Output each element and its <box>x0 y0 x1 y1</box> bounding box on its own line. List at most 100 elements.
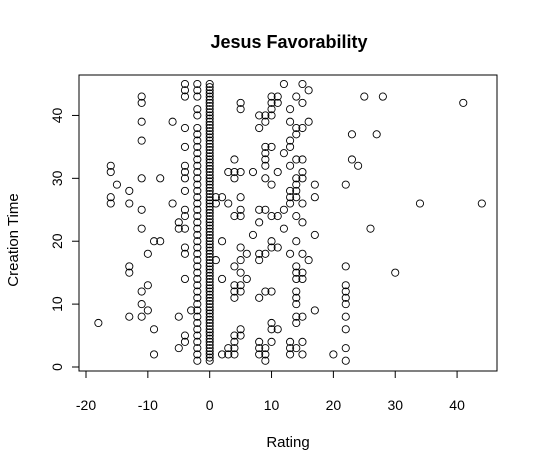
data-point <box>267 98 276 107</box>
data-point <box>205 227 214 236</box>
data-point <box>205 149 214 158</box>
data-point <box>205 101 214 111</box>
data-point <box>205 350 214 359</box>
data-point <box>292 262 301 271</box>
x-axis: -20 -10 0 10 20 30 40 <box>76 370 465 413</box>
data-point <box>180 142 190 151</box>
data-point <box>137 136 146 145</box>
data-point <box>125 268 134 277</box>
data-point <box>205 237 214 246</box>
data-point <box>205 123 214 133</box>
data-point <box>341 325 350 334</box>
data-point <box>273 167 282 177</box>
data-point <box>341 356 350 365</box>
data-point <box>205 174 214 183</box>
data-point <box>193 167 202 177</box>
data-point <box>205 105 214 114</box>
data-point <box>137 205 146 214</box>
data-point <box>267 212 276 221</box>
data-point <box>255 123 264 133</box>
data-point <box>230 174 239 183</box>
data-point <box>106 167 115 177</box>
data-point <box>193 337 202 346</box>
data-point <box>255 350 264 359</box>
data-point <box>180 274 190 284</box>
data-point <box>378 92 387 101</box>
data-point <box>205 347 214 356</box>
data-point <box>193 325 202 334</box>
data-point <box>310 193 319 202</box>
data-point <box>174 312 183 321</box>
data-point <box>230 337 239 346</box>
data-point <box>193 293 202 302</box>
data-point <box>255 111 264 120</box>
data-point <box>298 218 307 227</box>
data-point <box>205 262 214 271</box>
data-point <box>205 186 214 195</box>
data-point <box>298 312 307 321</box>
x-tick-label: -10 <box>138 397 158 413</box>
y-axis-label: Creation Time <box>5 193 22 286</box>
data-point <box>341 344 350 353</box>
data-point <box>205 152 214 161</box>
data-point <box>273 243 282 252</box>
data-point <box>193 136 202 145</box>
data-point <box>193 199 202 208</box>
data-point <box>193 312 202 321</box>
data-point <box>205 193 214 202</box>
data-point <box>180 186 190 195</box>
data-point <box>329 350 338 359</box>
data-point <box>205 145 214 155</box>
data-point <box>205 164 214 173</box>
data-point <box>341 300 350 309</box>
data-point <box>180 86 190 95</box>
data-point <box>106 193 115 202</box>
data-point <box>286 249 295 258</box>
data-point <box>261 161 270 170</box>
data-point <box>236 105 245 114</box>
data-point <box>180 167 190 177</box>
data-point <box>205 161 214 170</box>
data-point <box>261 350 270 359</box>
data-point <box>193 142 202 151</box>
data-point <box>205 199 214 208</box>
data-point <box>180 224 190 233</box>
data-point <box>273 212 282 221</box>
data-point <box>286 136 295 145</box>
data-point <box>125 262 134 271</box>
data-point <box>230 293 239 302</box>
data-point <box>292 312 301 321</box>
data-point <box>205 322 214 331</box>
data-point <box>261 155 270 164</box>
data-point <box>230 281 239 290</box>
data-point <box>205 183 214 192</box>
data-point <box>205 271 214 280</box>
data-point <box>180 123 190 133</box>
data-point <box>304 86 313 95</box>
y-tick-label: 10 <box>49 296 65 312</box>
data-point <box>304 256 313 265</box>
data-point <box>218 274 227 284</box>
data-point <box>205 139 214 148</box>
data-point <box>193 274 202 284</box>
data-point <box>205 246 214 255</box>
data-point <box>205 221 214 230</box>
data-point <box>180 243 190 252</box>
data-point <box>347 155 356 164</box>
data-point <box>279 224 288 233</box>
data-point <box>230 167 239 177</box>
y-tick-label: 40 <box>49 107 65 123</box>
data-point <box>180 92 190 101</box>
data-point <box>137 224 146 233</box>
data-point <box>143 281 152 290</box>
data-point <box>205 120 214 129</box>
data-point <box>255 205 264 214</box>
data-point <box>236 167 245 177</box>
plot-frame <box>78 74 498 372</box>
data-point <box>205 98 214 107</box>
data-point <box>310 180 319 189</box>
data-point <box>137 312 146 321</box>
data-point <box>304 117 313 126</box>
data-point <box>125 199 134 208</box>
data-point <box>180 79 190 89</box>
